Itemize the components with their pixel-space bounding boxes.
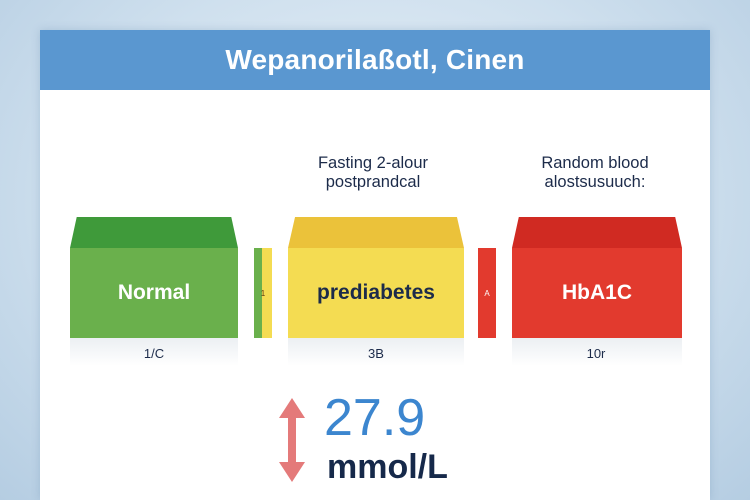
reading-unit: mmol/L (327, 448, 448, 486)
caption-right-line-2: alostsusuuch: (544, 173, 646, 191)
hba1c-box: HbA1C (512, 217, 682, 338)
separator-label-2: A (484, 288, 490, 298)
tick-hba1c: 10r (586, 346, 606, 361)
caption-middle: Fasting 2-alour postprandcal (268, 154, 478, 192)
separator-label-1: 1 (260, 288, 266, 298)
normal-label: Normal (117, 281, 191, 304)
hba1c-label: HbA1C (561, 281, 632, 304)
caption-middle-line-2: postprandcal (325, 173, 421, 191)
hba1c-reflection (512, 338, 682, 366)
prediabetes-reflection (288, 338, 464, 366)
caption-right-line-1: Random blood (541, 154, 649, 172)
page-title: Wepanorilaßotl, Cinen (225, 44, 525, 75)
tick-normal: 1/C (143, 346, 165, 361)
reading-value: 27.9 (324, 389, 426, 447)
double-arrow-icon (279, 398, 305, 482)
separator-red: A (478, 248, 496, 338)
separator-green-yellow: 1 (254, 248, 272, 338)
normal-reflection (70, 338, 238, 366)
header-bar: Wepanorilaßotl, Cinen (40, 30, 710, 90)
prediabetes-box: prediabetes (288, 217, 464, 338)
caption-right: Random blood alostsusuuch: (490, 154, 700, 192)
normal-box: Normal (70, 217, 238, 338)
normal-box-top (70, 217, 238, 248)
hba1c-box-top (512, 217, 682, 248)
prediabetes-box-top (288, 217, 464, 248)
tick-prediabetes: 3B (368, 346, 384, 361)
caption-middle-line-1: Fasting 2-alour (317, 154, 429, 172)
prediabetes-label: prediabetes (317, 281, 435, 304)
